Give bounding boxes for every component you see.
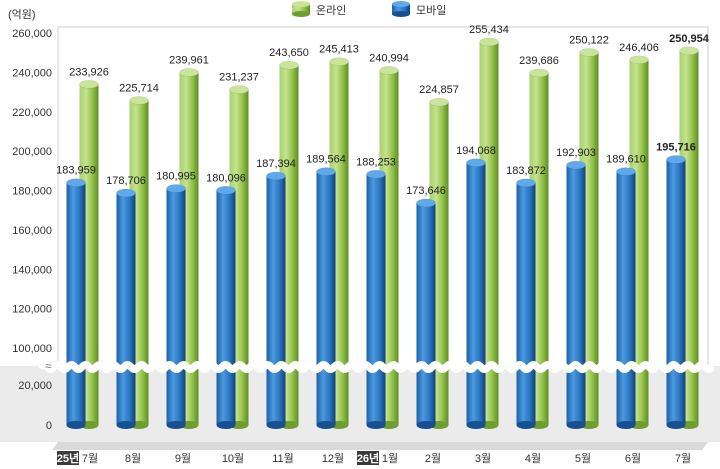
online-data-label: 240,994	[369, 52, 409, 64]
y-tick-label: 20,000	[18, 380, 52, 392]
mobile-data-label: 194,068	[456, 145, 496, 157]
mobile-data-label: 178,706	[106, 175, 146, 187]
x-tick-label: 7월	[82, 452, 98, 465]
y-tick-label: 240,000	[12, 67, 52, 79]
y-tick-label: 100,000	[12, 343, 52, 355]
x-axis: 25년 7월 8월 9월 10월 11월 12월 26년 1월 2월 3월 4월 5월 6월 7월	[57, 451, 691, 465]
y-tick-label: 120,000	[12, 304, 52, 316]
x-tick-label: 10월	[222, 452, 244, 465]
mobile-bar	[216, 186, 236, 429]
y-tick-label: 200,000	[12, 146, 52, 158]
x-tick-label: 8월	[125, 452, 141, 465]
year-badge-label: 26년	[357, 451, 379, 465]
legend-mobile-label: 모바일	[416, 3, 446, 17]
x-tick-label: 6월	[625, 452, 641, 465]
x-tick-label: 11월	[272, 452, 294, 465]
online-data-label: 246,406	[619, 42, 659, 54]
online-data-label: 231,237	[219, 72, 259, 84]
y-axis: (억원) 260,000 240,000 220,000 200,000 180,000 1…	[8, 8, 52, 432]
mobile-data-label: 189,610	[606, 154, 646, 166]
mobile-bar	[466, 158, 486, 429]
online-data-label: 250,122	[569, 34, 609, 46]
y-tick-label: 0	[46, 420, 52, 432]
online-data-label: 224,857	[419, 84, 459, 96]
y-tick-label: 220,000	[12, 107, 52, 119]
mobile-bar	[616, 167, 636, 429]
mobile-data-label: 173,646	[406, 185, 446, 197]
mobile-data-label: 183,872	[506, 165, 546, 177]
legend: 온라인 모바일	[292, 1, 446, 17]
mobile-data-label: 192,903	[556, 147, 596, 159]
plot-background	[0, 26, 720, 450]
x-tick-label: 5월	[575, 452, 591, 465]
online-data-label: 250,954	[669, 33, 710, 45]
x-tick-label: 9월	[175, 452, 191, 465]
mobile-bar	[566, 160, 586, 429]
mobile-bar	[316, 167, 336, 429]
mobile-data-label: 187,394	[256, 158, 296, 170]
online-data-label: 255,434	[469, 24, 509, 36]
bars: 233,926 183,959 225,714 178,706 239,961 180,9…	[56, 24, 710, 429]
mobile-data-label: 189,564	[306, 154, 346, 166]
mobile-data-label: 188,253	[356, 156, 396, 168]
mobile-bar	[666, 155, 686, 429]
x-tick-label: 4월	[525, 452, 541, 465]
unit-label: (억원)	[8, 8, 36, 21]
mobile-bar	[266, 171, 286, 429]
mobile-data-label: 183,959	[56, 165, 96, 177]
y-tick-label: 140,000	[12, 264, 52, 276]
y-tick-label: 160,000	[12, 225, 52, 237]
online-data-label: 245,413	[319, 44, 359, 56]
year-badge	[357, 451, 379, 465]
mobile-data-label: 180,995	[156, 171, 196, 183]
axis-break-mark: ≈	[45, 359, 52, 373]
mobile-bar	[116, 188, 136, 429]
mobile-bar	[416, 198, 436, 429]
year-badge	[57, 451, 79, 465]
mobile-bar	[66, 178, 86, 429]
mobile-data-label: 180,096	[206, 172, 246, 184]
legend-mobile: 모바일	[392, 1, 446, 17]
online-data-label: 243,650	[269, 47, 309, 59]
y-tick-label: 180,000	[12, 186, 52, 198]
online-data-label: 239,686	[519, 55, 559, 67]
legend-online: 온라인	[292, 1, 346, 17]
mobile-data-label: 195,716	[656, 142, 696, 154]
online-data-label: 225,714	[119, 83, 159, 95]
y-tick-label: 260,000	[12, 28, 52, 40]
online-data-label: 239,961	[169, 54, 209, 66]
mobile-bar	[516, 178, 536, 429]
legend-online-label: 온라인	[316, 4, 346, 17]
axis-break: ≈	[37, 359, 715, 373]
x-tick-label: 12월	[322, 452, 344, 465]
x-tick-label: 1월	[382, 452, 398, 465]
year-badge-label: 25년	[57, 451, 79, 465]
mobile-bar	[166, 184, 186, 429]
x-tick-label: 3월	[475, 452, 491, 465]
x-tick-label: 2월	[425, 452, 441, 465]
x-tick-label: 7월	[675, 452, 691, 465]
online-data-label: 233,926	[69, 66, 109, 78]
mobile-bar	[366, 170, 386, 429]
